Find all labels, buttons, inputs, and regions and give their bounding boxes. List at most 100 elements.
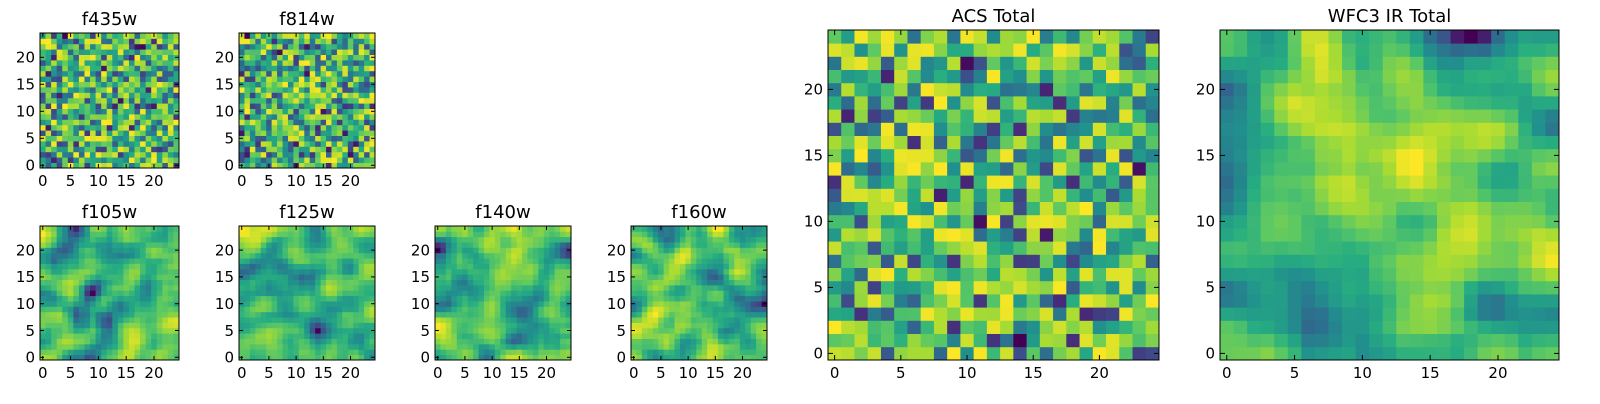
heatmap-cell: [96, 71, 102, 77]
heatmap-cell: [123, 71, 129, 77]
heatmap-cell: [168, 280, 174, 286]
heatmap-cell: [84, 312, 90, 318]
heatmap-cell: [1288, 254, 1302, 268]
heatmap-cell: [740, 231, 746, 237]
heatmap-cell: [1532, 334, 1546, 348]
heatmap-cell: [1464, 294, 1478, 308]
heatmap-cell: [473, 333, 479, 339]
heatmap-cell: [321, 247, 327, 253]
heatmap-cell: [244, 152, 250, 158]
heatmap-cell: [1261, 334, 1275, 348]
heatmap-cell: [1437, 215, 1451, 229]
heatmap-cell: [1066, 96, 1080, 110]
heatmap-cell: [841, 215, 855, 229]
heatmap-cell: [304, 274, 310, 280]
heatmap-cell: [118, 269, 124, 275]
y-tick-label: 5: [616, 322, 626, 340]
heatmap-cell: [342, 253, 348, 259]
heatmap-cell: [162, 253, 168, 259]
heatmap-cell: [1396, 281, 1410, 295]
heatmap-cell: [1383, 175, 1397, 189]
heatmap-cell: [326, 103, 332, 109]
heatmap-cell: [555, 226, 561, 232]
heatmap-cell: [118, 242, 124, 248]
heatmap-cell: [331, 301, 337, 307]
heatmap-cell: [506, 247, 512, 253]
heatmap-cell: [293, 296, 299, 302]
heatmap-cell: [1288, 215, 1302, 229]
heatmap-cell: [1247, 188, 1261, 202]
heatmap-cell: [696, 253, 702, 259]
heatmap-cell: [337, 38, 343, 44]
heatmap-cell: [46, 306, 52, 312]
heatmap-cell: [1220, 268, 1234, 282]
heatmap-cell: [1423, 162, 1437, 176]
heatmap-cell: [451, 280, 457, 286]
heatmap-cell: [162, 301, 168, 307]
heatmap-cell: [734, 296, 740, 302]
heatmap-cell: [62, 296, 68, 302]
heatmap-cell: [255, 280, 261, 286]
heatmap-cell: [272, 82, 278, 88]
heatmap-cell: [79, 237, 85, 243]
heatmap-cell: [244, 247, 250, 253]
heatmap-cell: [1369, 334, 1383, 348]
heatmap-cell: [331, 258, 337, 264]
heatmap-cell: [881, 70, 895, 84]
y-tick-label: 5: [813, 279, 823, 297]
heatmap-cell: [1410, 202, 1424, 216]
heatmap-cell: [868, 43, 882, 57]
heatmap-cell: [244, 65, 250, 71]
heatmap-cell: [348, 157, 354, 163]
heatmap-cell: [304, 317, 310, 323]
heatmap-cell: [544, 231, 550, 237]
heatmap-cell: [266, 141, 272, 147]
heatmap-cell: [84, 44, 90, 50]
heatmap-cell: [315, 274, 321, 280]
heatmap-cell: [702, 242, 708, 248]
heatmap-cell: [118, 306, 124, 312]
heatmap-cell: [854, 241, 868, 255]
heatmap-cell: [299, 339, 305, 345]
heatmap-cell: [255, 33, 261, 39]
heatmap-cell: [506, 349, 512, 355]
heatmap-cell: [517, 306, 523, 312]
heatmap-cell: [691, 231, 697, 237]
heatmap-cell: [506, 253, 512, 259]
heatmap-cell: [987, 149, 1001, 163]
heatmap-cell: [685, 344, 691, 350]
heatmap-cell: [359, 333, 365, 339]
heatmap-cell: [255, 339, 261, 345]
heatmap-cell: [1396, 268, 1410, 282]
heatmap-cell: [881, 215, 895, 229]
heatmap-cell: [511, 269, 517, 275]
heatmap-cell: [266, 130, 272, 136]
heatmap-cell: [1066, 83, 1080, 97]
heatmap-cell: [745, 237, 751, 243]
heatmap-cell: [73, 130, 79, 136]
heatmap-cell: [934, 136, 948, 150]
heatmap-cell: [511, 237, 517, 243]
heatmap-cell: [1146, 241, 1160, 255]
heatmap-cell: [79, 98, 85, 104]
heatmap-cell: [462, 317, 468, 323]
heatmap-cell: [62, 253, 68, 259]
heatmap-cell: [62, 344, 68, 350]
heatmap-cell: [1505, 241, 1519, 255]
heatmap-cell: [140, 269, 146, 275]
heatmap-cell: [745, 269, 751, 275]
heatmap-cell: [283, 60, 289, 66]
chart-title: f140w: [475, 202, 530, 223]
heatmap-cell: [1423, 334, 1437, 348]
heatmap-cell: [266, 274, 272, 280]
heatmap-cell: [266, 312, 272, 318]
heatmap-cell: [729, 349, 735, 355]
heatmap-cell: [266, 247, 272, 253]
heatmap-cell: [51, 33, 57, 39]
heatmap-cell: [1410, 307, 1424, 321]
heatmap-cell: [326, 296, 332, 302]
heatmap-cell: [960, 149, 974, 163]
heatmap-cell: [331, 157, 337, 163]
heatmap-cell: [664, 231, 670, 237]
heatmap-cell: [337, 92, 343, 98]
